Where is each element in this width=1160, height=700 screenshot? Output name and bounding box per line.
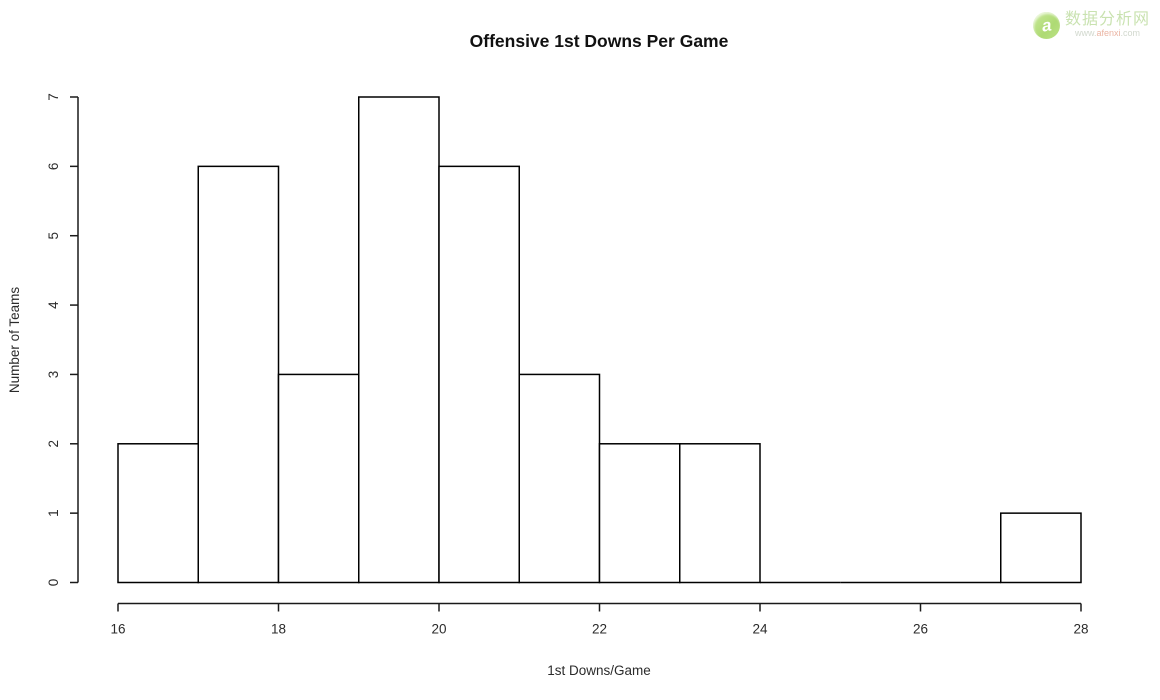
y-tick-label: 5 (46, 232, 61, 240)
histogram-bar (518, 373, 601, 584)
histogram-bar (197, 165, 280, 584)
histogram-bars (117, 96, 1082, 584)
watermark-text-block: 数据分析网 www.afenxi.com (1065, 12, 1150, 38)
x-tick-label: 24 (752, 622, 768, 637)
histogram-bar (1000, 512, 1082, 584)
x-tick-label: 16 (110, 622, 125, 637)
afenxi-logo-letter: a (1040, 15, 1053, 36)
histogram-bar (598, 443, 681, 584)
watermark-site-name: 数据分析网 (1064, 11, 1150, 29)
chart-title: Offensive 1st Downs Per Game (470, 31, 729, 51)
x-tick-label: 26 (913, 622, 928, 637)
x-tick-label: 18 (271, 622, 286, 637)
afenxi-logo-icon: a (1032, 12, 1060, 39)
histogram-bar (438, 165, 520, 584)
x-tick-label: 22 (592, 622, 607, 637)
url-prefix: www. (1074, 28, 1097, 39)
url-domain: afenxi (1096, 28, 1121, 39)
y-tick-label: 2 (46, 440, 61, 448)
histogram-bar (679, 443, 761, 584)
histogram-bar (117, 443, 199, 584)
y-tick-label: 7 (46, 93, 61, 101)
x-axis-label: 1st Downs/Game (547, 663, 651, 678)
x-tick-label: 28 (1073, 622, 1088, 637)
y-tick-label: 0 (46, 579, 61, 587)
y-axis-label: Number of Teams (7, 287, 22, 394)
y-tick-label: 1 (46, 509, 61, 517)
url-suffix: .com (1120, 28, 1141, 39)
histogram-bar (277, 373, 360, 584)
y-tick-label: 6 (46, 163, 61, 171)
chart-axes: 0 1 2 3 4 5 6 7 16 18 20 22 24 26 28 (46, 93, 1089, 636)
watermark-site-url: www.afenxi.com (1065, 28, 1150, 39)
x-tick-label: 20 (431, 622, 446, 637)
y-tick-label: 3 (46, 371, 61, 379)
site-watermark: a 数据分析网 www.afenxi.com (1032, 12, 1150, 39)
y-tick-label: 4 (46, 301, 61, 309)
histogram-bar (358, 96, 440, 584)
